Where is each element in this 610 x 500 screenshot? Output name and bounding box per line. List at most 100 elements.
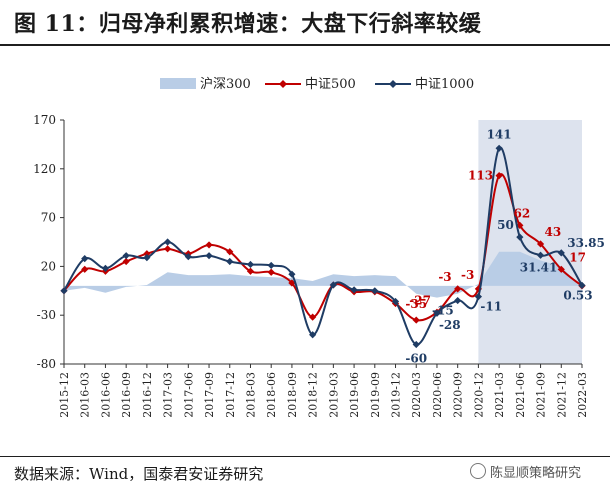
- point-csi1000: [101, 264, 110, 272]
- point-csi1000: [474, 293, 482, 301]
- point-csi500: [474, 285, 482, 293]
- data-label-csi1000: 33.85: [567, 236, 605, 250]
- point-csi1000: [371, 287, 379, 295]
- point-csi500: [143, 250, 151, 258]
- x-tick-label: 2019-06: [348, 372, 361, 418]
- point-csi1000: [495, 144, 503, 152]
- legend-marker-csi500: [279, 80, 287, 88]
- data-label-csi1000: 50: [497, 218, 514, 232]
- legend: 沪深300 中证500 中证1000: [160, 76, 474, 92]
- plot-area: -80 -30 20 70 120 170 2015-12 2016-03 2016-06 201…: [33, 113, 605, 418]
- y-tick-label: 120: [33, 162, 56, 176]
- wechat-icon: [470, 463, 486, 479]
- point-csi1000: [309, 331, 317, 339]
- point-csi500: [557, 265, 565, 273]
- data-label-csi1000: -11: [480, 300, 502, 314]
- x-tick-label: 2018-09: [286, 372, 299, 418]
- x-tick-label: 2020-12: [472, 372, 485, 418]
- watermark-text: 陈显顺策略研究: [490, 466, 582, 481]
- y-tick-label: -80: [37, 357, 56, 371]
- point-csi1000: [164, 238, 172, 246]
- point-csi1000: [454, 296, 462, 305]
- data-label-csi1000: 141: [487, 127, 512, 141]
- x-tick-label: 2021-06: [514, 372, 527, 418]
- point-csi500: [288, 279, 296, 287]
- x-tick-label: 2021-09: [535, 372, 548, 418]
- data-label-csi500: 62: [513, 206, 530, 220]
- data-label-csi500: 43: [545, 225, 562, 239]
- data-label-csi500: -27: [409, 293, 431, 307]
- point-csi1000: [60, 287, 68, 295]
- point-csi1000: [226, 257, 234, 266]
- y-tick-label: 70: [41, 211, 56, 225]
- point-csi1000: [391, 297, 400, 306]
- point-csi500: [164, 245, 172, 253]
- watermark: 陈显顺策略研究: [470, 462, 581, 481]
- x-tick-label: 2018-12: [307, 372, 320, 418]
- y-tick-label: 20: [41, 259, 56, 273]
- title-bar: 图 11：归母净利累积增速：大盘下行斜率较缓: [0, 0, 610, 44]
- point-csi500: [226, 248, 234, 256]
- x-tick-label: 2019-03: [327, 372, 340, 418]
- x-tick-label: 2017-09: [203, 372, 216, 418]
- chart: 沪深300 中证500 中证1000 -80 -30 20 70 120 170 2015-12…: [33, 76, 605, 418]
- y-tick-label: -30: [37, 308, 56, 322]
- y-tick-label: 170: [33, 113, 56, 127]
- x-tick-label: 2019-12: [390, 372, 403, 418]
- x-tick-label: 2020-09: [452, 372, 465, 418]
- point-csi500: [205, 241, 213, 249]
- title-rule: [0, 44, 610, 46]
- legend-label: 沪深300: [200, 76, 251, 92]
- x-tick-label: 2018-06: [265, 372, 278, 418]
- data-label-csi500: 113: [468, 169, 493, 183]
- point-csi1000: [516, 233, 524, 241]
- data-label-csi1000: 0.53: [563, 288, 592, 302]
- source-note: 数据来源：Wind，国泰君安证券研究: [14, 465, 264, 483]
- x-tick-label: 2016-03: [79, 372, 92, 418]
- point-csi1000: [184, 253, 192, 261]
- point-csi500: [267, 268, 275, 276]
- point-csi1000: [122, 252, 130, 260]
- data-label-csi500: -35: [405, 297, 427, 311]
- legend-marker-csi1000: [389, 80, 397, 88]
- point-csi1000: [412, 340, 420, 349]
- x-tick-label: 2015-12: [58, 372, 71, 418]
- point-csi1000: [205, 252, 213, 260]
- point-csi500: [309, 313, 317, 321]
- series-area-csi300: [64, 251, 582, 298]
- x-tick-label: 2020-06: [431, 372, 444, 418]
- x-tick-label: 2021-12: [555, 372, 568, 418]
- data-label-csi500: -3: [438, 270, 451, 284]
- data-label-csi1000: -60: [405, 351, 427, 365]
- x-tick-label: 2017-12: [224, 372, 237, 418]
- point-csi1000: [536, 251, 545, 259]
- data-label-csi1000: -15: [432, 304, 454, 318]
- x-tick-label: 2017-06: [182, 372, 195, 418]
- x-tick-label: 2020-03: [410, 372, 423, 418]
- x-tick-label: 2021-03: [493, 372, 506, 418]
- point-csi1000: [267, 261, 275, 270]
- x-tick-label: 2016-06: [99, 372, 112, 418]
- point-csi1000: [288, 270, 296, 278]
- point-csi1000: [557, 249, 565, 257]
- point-csi500: [412, 316, 420, 324]
- point-csi1000: [433, 309, 441, 317]
- legend-label: 中证1000: [415, 77, 474, 92]
- legend-label: 中证500: [305, 77, 356, 92]
- legend-swatch-csi300: [160, 78, 196, 89]
- point-csi500: [536, 240, 545, 248]
- point-csi500: [81, 265, 89, 273]
- x-tick-label: 2022-03: [576, 372, 589, 418]
- point-csi500: [516, 221, 524, 230]
- x-tick-label: 2016-09: [120, 372, 133, 418]
- source-rule: [0, 456, 610, 457]
- x-tick-label: 2016-12: [141, 372, 154, 418]
- data-label-csi500: 17: [569, 250, 586, 264]
- data-label-csi1000: 31.41: [520, 260, 558, 274]
- x-tick-label: 2019-09: [369, 372, 382, 418]
- data-label-csi500: -3: [461, 268, 474, 282]
- data-label-csi1000: -28: [439, 318, 461, 332]
- point-csi1000: [578, 281, 586, 290]
- x-tick-label: 2018-03: [244, 372, 257, 418]
- point-csi500: [495, 172, 503, 180]
